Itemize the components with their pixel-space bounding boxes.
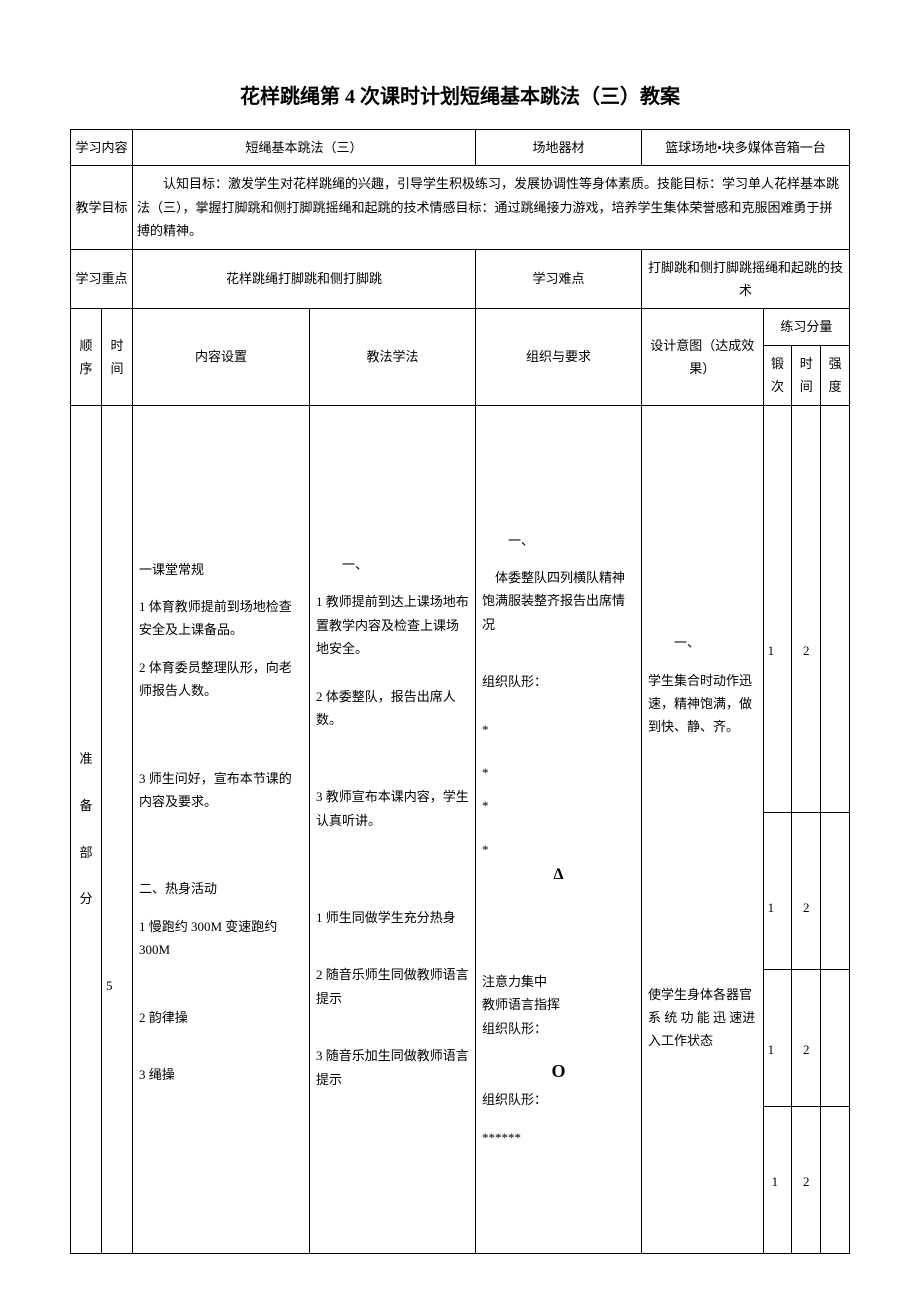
table-row: 学习内容 短绳基本跳法（三） 场地器材 篮球场地•块多媒体音箱一台 [71,130,850,166]
content-p3: 3 师生问好，宣布本节课的内容及要求。 [139,767,303,814]
cell-val-goal: 认知目标：激发学生对花样跳绳的兴趣，引导学生积极练习，发展协调性等身体素质。技能… [132,166,849,249]
train-shi-1: 2 [792,405,821,812]
org-h1: 一、 [482,529,635,552]
org-p4: 教师语言指挥 [482,993,635,1016]
org-p3: 注意力集中 [482,970,635,993]
cell-val-venue: 篮球场地•块多媒体音箱一台 [641,130,849,166]
col-order: 顺序 [71,309,102,405]
cell-org-body: 一、 体委整队四列横队精神饱满服装整齐报告出席情况 组织队形： * * * * … [475,405,641,1253]
cell-label-difficulty: 学习难点 [475,249,641,309]
method-p3: 3 教师宣布本课内容，学生认真听讲。 [316,785,469,832]
col-method: 教法学法 [309,309,475,405]
cell-label-goal: 教学目标 [71,166,133,249]
col-org: 组织与要求 [475,309,641,405]
cell-design-body: 一、 学生集合时动作迅速，精神饱满，做到快、静、齐。 使学生身体各器官 系 统 … [641,405,763,1253]
method-p1: 1 教师提前到达上课场地布置教学内容及检查上课场地安全。 [316,590,469,660]
design-h1: 一、 [648,631,757,654]
train-ci-2: 1 [763,812,792,969]
cell-label-venue: 场地器材 [475,130,641,166]
cell-label-content: 学习内容 [71,130,133,166]
design-p2: 使学生身体各器官 系 统 功 能 迅 速进入工作状态 [648,983,757,1053]
train-qiang-4 [821,1106,850,1253]
method-h1: 一、 [316,553,469,576]
col-training: 练习分量 [763,309,849,345]
cell-section: 准 备 部 分 [71,405,102,1253]
train-shi-2: 2 [792,812,821,969]
org-circle: O [482,1055,635,1087]
design-p1: 学生集合时动作迅速，精神饱满，做到快、静、齐。 [648,669,757,739]
content-p4: 1 慢跑约 300M 变速跑约 300M [139,915,303,962]
col-train-time: 时间 [792,345,821,405]
train-ci-1: 1 [763,405,792,812]
cell-label-keypoint: 学习重点 [71,249,133,309]
org-star: * [482,761,635,784]
method-p4: 1 师生同做学生充分热身 [316,906,469,929]
content-h2: 二、热身活动 [139,877,303,900]
page-title: 花样跳绳第 4 次课时计划短绳基本跳法（三）教案 [70,80,850,109]
col-train-count: 锻次 [763,345,792,405]
train-qiang-2 [821,812,850,969]
lesson-plan-table: 学习内容 短绳基本跳法（三） 场地器材 篮球场地•块多媒体音箱一台 教学目标 认… [70,129,850,1254]
org-triangle: Δ [482,861,635,890]
col-content: 内容设置 [132,309,309,405]
cell-time: 5 [101,405,132,1253]
section-label: 准 备 部 分 [75,747,97,911]
content-h1: 一课堂常规 [139,558,303,581]
org-star: * [482,718,635,741]
table-header-row: 顺序 时间 内容设置 教法学法 组织与要求 设计意图（达成效果） 练习分量 [71,309,850,345]
cell-val-content: 短绳基本跳法（三） [132,130,475,166]
method-p6: 3 随音乐加生同做教师语言提示 [316,1044,469,1091]
cell-content-body: 一课堂常规 1 体育教师提前到场地检查安全及上课备品。 2 体育委员整理队形，向… [132,405,309,1253]
content-p5: 2 韵律操 [139,1006,303,1029]
table-row: 教学目标 认知目标：激发学生对花样跳绳的兴趣，引导学生积极练习，发展协调性等身体… [71,166,850,249]
train-ci-3: 1 [763,969,792,1106]
org-p6: 组织队形： [482,1088,635,1111]
content-p2: 2 体育委员整理队形，向老师报告人数。 [139,656,303,703]
train-ci-4: 1 [763,1106,792,1253]
table-row: 准 备 部 分 5 一课堂常规 1 体育教师提前到场地检查安全及上课备品。 2 … [71,405,850,812]
col-design: 设计意图（达成效果） [641,309,763,405]
org-p5: 组织队形： [482,1017,635,1040]
method-p2: 2 体委整队，报告出席人数。 [316,685,469,732]
org-p1: 体委整队四列横队精神饱满服装整齐报告出席情况 [482,566,635,636]
train-qiang-1 [821,405,850,812]
cell-val-difficulty: 打脚跳和侧打脚跳摇绳和起跳的技术 [641,249,849,309]
content-p6: 3 绳操 [139,1063,303,1086]
org-star: * [482,794,635,817]
train-shi-3: 2 [792,969,821,1106]
org-star: * [482,838,635,861]
cell-method-body: 一、 1 教师提前到达上课场地布置教学内容及检查上课场地安全。 2 体委整队，报… [309,405,475,1253]
cell-val-keypoint: 花样跳绳打脚跳和侧打脚跳 [132,249,475,309]
col-train-intensity: 强度 [821,345,850,405]
table-row: 学习重点 花样跳绳打脚跳和侧打脚跳 学习难点 打脚跳和侧打脚跳摇绳和起跳的技术 [71,249,850,309]
col-time: 时间 [101,309,132,405]
method-p5: 2 随音乐师生同做教师语言提示 [316,963,469,1010]
content-p1: 1 体育教师提前到场地检查安全及上课备品。 [139,595,303,642]
org-p2: 组织队形： [482,670,635,693]
train-qiang-3 [821,969,850,1106]
org-stars-row: ****** [482,1126,635,1149]
